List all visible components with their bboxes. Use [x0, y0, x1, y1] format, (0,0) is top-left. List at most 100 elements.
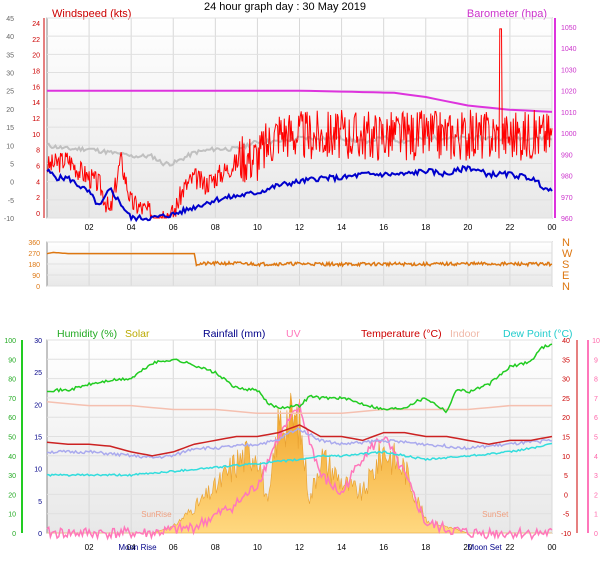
sunrise-annotation: SunRise [141, 510, 172, 519]
wind-panel-x-tick-label: 22 [505, 223, 514, 232]
rainfall-tick-label: 0 [38, 531, 42, 538]
barometer-tick-label: 1030 [561, 67, 577, 74]
temperature-tick-label: -5 [563, 512, 569, 519]
legend-indoor: Indoor [450, 328, 480, 340]
wind-outer-tick-label: 5 [10, 161, 14, 168]
temperature-tick-label: 25 [562, 396, 570, 403]
compass-label: S [562, 259, 569, 271]
compass-label: E [562, 270, 569, 282]
wind-inner-tick-label: 8 [36, 148, 40, 155]
wind-panel-x-tick-label: 00 [548, 223, 557, 232]
dew-point-line [46, 442, 553, 477]
climate-panel-x-tick-label: 06 [169, 543, 178, 552]
climate-panel-x-tick-label: 22 [505, 543, 514, 552]
wind-panel-x-tick-label: 12 [295, 223, 304, 232]
wind-inner-tick-label: 10 [32, 132, 40, 139]
legend-dew: Dew Point (°C) [503, 328, 573, 340]
humidity-tick-label: 50 [8, 435, 16, 442]
climate-panel-x-tick-label: 10 [253, 543, 262, 552]
direction-tick-label: 90 [32, 273, 40, 280]
wind-inner-tick-label: 22 [32, 37, 40, 44]
uv-tick-label: 8 [594, 377, 598, 384]
wind-inner-tick-label: 16 [32, 84, 40, 91]
wind-outer-tick-label: 25 [6, 89, 14, 96]
legend-humidity: Humidity (%) [57, 328, 117, 340]
wind-inner-tick-label: 14 [32, 100, 40, 107]
wind-inner-tick-label: 4 [36, 179, 40, 186]
compass-label: N [562, 237, 570, 249]
climate-panel-x-tick-label: 00 [548, 543, 557, 552]
temperature-tick-label: 30 [562, 377, 570, 384]
humidity-tick-label: 40 [8, 454, 16, 461]
humidity-tick-label: 60 [8, 415, 16, 422]
moonrise-annotation: Moon Rise [118, 543, 157, 552]
temperature-tick-label: 40 [562, 338, 570, 345]
wind-panel-x-tick-label: 02 [85, 223, 94, 232]
wind-outer-tick-label: -10 [4, 216, 14, 223]
barometer-tick-label: 1000 [561, 131, 577, 138]
humidity-tick-label: 100 [4, 338, 16, 345]
wind-inner-tick-label: 12 [32, 116, 40, 123]
climate-panel-x-tick-label: 18 [421, 543, 430, 552]
wind-outer-tick-label: 15 [6, 125, 14, 132]
compass-label: N [562, 281, 570, 293]
wind-panel-x-tick-label: 16 [379, 223, 388, 232]
climate-panel-x-tick-label: 04 [127, 543, 136, 552]
smoothed-wind-line [46, 133, 553, 167]
wind-panel-x-tick-label: 20 [463, 223, 472, 232]
climate-panel-x-tick-label: 20 [463, 543, 472, 552]
rainfall-tick-label: 25 [34, 370, 42, 377]
uv-tick-label: 10 [592, 338, 600, 345]
wind-direction-line [46, 251, 553, 268]
rainfall-tick-label: 20 [34, 402, 42, 409]
wind-inner-tick-label: 0 [36, 211, 40, 218]
rainfall-tick-label: 10 [34, 467, 42, 474]
wind-outer-tick-label: 40 [6, 34, 14, 41]
legend-solar: Solar [125, 328, 150, 340]
wind-panel-x-tick-label: 14 [337, 223, 346, 232]
compass-label: W [562, 248, 573, 260]
wind-inner-tick-label: 2 [36, 195, 40, 202]
indoor-temperature-line [46, 401, 552, 415]
humidity-tick-label: 0 [12, 531, 16, 538]
temperature-tick-label: 5 [564, 473, 568, 480]
temperature-tick-label: 10 [562, 454, 570, 461]
barometer-tick-label: 960 [561, 216, 573, 223]
barometer-tick-label: 1040 [561, 46, 577, 53]
humidity-tick-label: 20 [8, 492, 16, 499]
wind-outer-tick-label: 10 [6, 143, 14, 150]
climate-panel-x-tick-label: 12 [295, 543, 304, 552]
barometer-line [47, 89, 553, 113]
barometer-tick-label: 990 [561, 152, 573, 159]
temperature-tick-label: 20 [562, 415, 570, 422]
wind-outer-tick-label: -5 [8, 198, 14, 205]
legend-rain: Rainfall (mm) [203, 328, 265, 340]
rainfall-tick-label: 15 [34, 435, 42, 442]
uv-tick-label: 4 [594, 454, 598, 461]
humidity-tick-label: 70 [8, 396, 16, 403]
wind-outer-tick-label: 0 [10, 180, 14, 187]
windspeed-axis-label: Windspeed (kts) [52, 8, 131, 20]
wind-panel-x-tick-label: 04 [127, 223, 136, 232]
uv-line [46, 402, 553, 541]
legend-uv: UV [286, 328, 301, 340]
climate-panel-x-tick-label: 08 [211, 543, 220, 552]
direction-tick-label: 0 [36, 284, 40, 291]
uv-tick-label: 2 [594, 492, 598, 499]
wind-outer-tick-label: 30 [6, 71, 14, 78]
climate-panel-x-tick-label: 02 [85, 543, 94, 552]
humidity-line [47, 343, 553, 414]
uv-tick-label: 5 [594, 435, 598, 442]
temperature-tick-label: 15 [562, 435, 570, 442]
windspeed-line [46, 28, 553, 219]
rainfall-tick-label: 5 [38, 499, 42, 506]
direction-tick-label: 270 [28, 251, 40, 258]
uv-tick-label: 7 [594, 396, 598, 403]
climate-panel-x-tick-label: 14 [337, 543, 346, 552]
legend-temp: Temperature (°C) [361, 328, 442, 340]
uv-tick-label: 1 [594, 512, 598, 519]
wind-panel-x-tick-label: 08 [211, 223, 220, 232]
wind-outer-tick-label: 20 [6, 107, 14, 114]
barometer-tick-label: 1010 [561, 110, 577, 117]
temperature-line [46, 424, 553, 457]
